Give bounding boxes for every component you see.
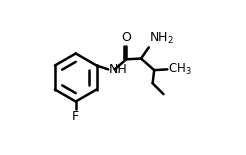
Text: NH$_2$: NH$_2$ [149, 31, 174, 46]
Text: F: F [72, 110, 79, 123]
Text: CH$_3$: CH$_3$ [169, 62, 192, 77]
Text: NH: NH [109, 63, 128, 76]
Text: O: O [121, 31, 131, 44]
